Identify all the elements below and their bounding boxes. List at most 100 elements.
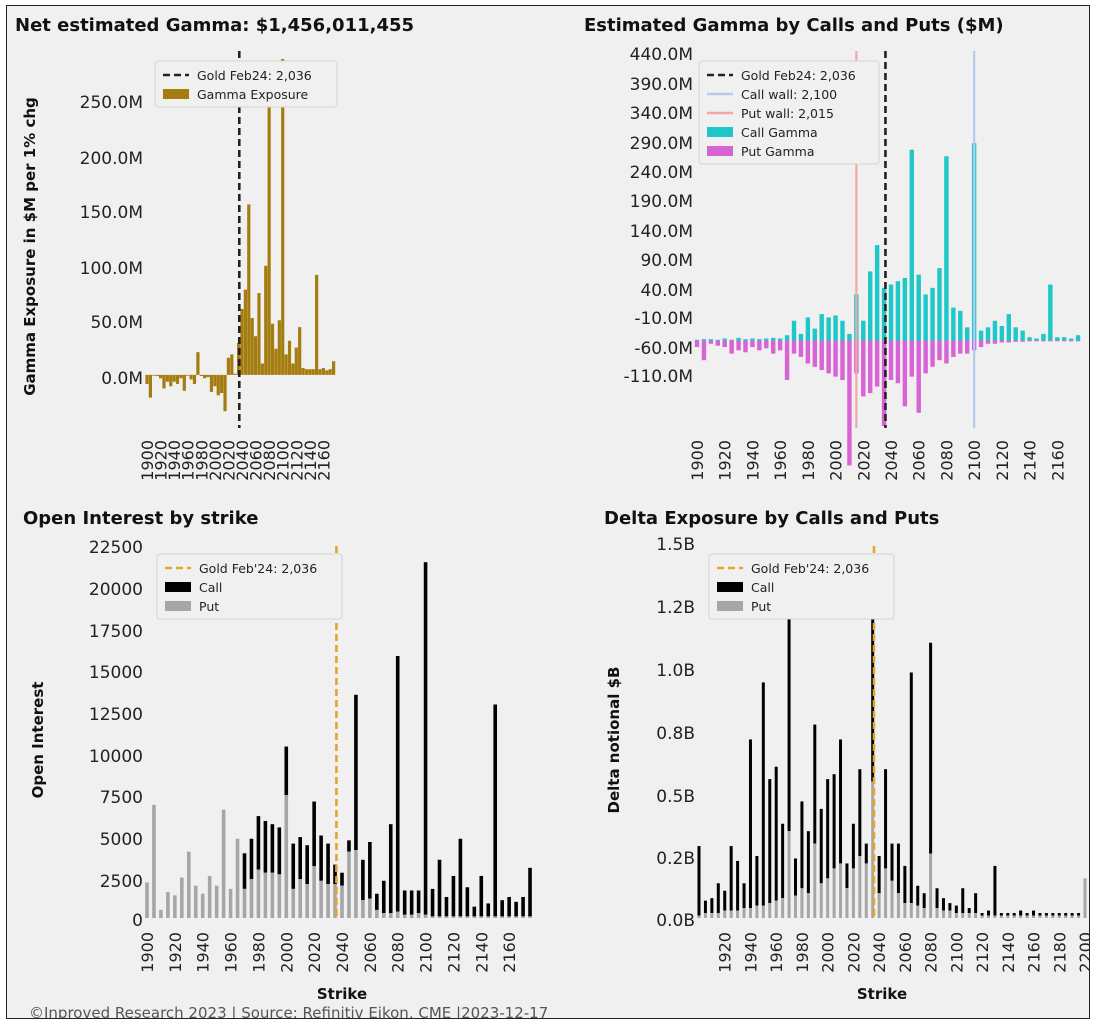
bar-put-gamma (902, 340, 908, 407)
bar-put (1064, 915, 1068, 918)
bar-call-gamma (784, 335, 790, 341)
bar-put (180, 877, 184, 918)
bar-call (839, 739, 843, 864)
source-footnote: ©Inproved Research 2023 | Source: Refini… (29, 1004, 549, 1019)
bar-put-gamma (1068, 340, 1074, 342)
bar-put (967, 913, 971, 918)
bar-put-gamma (1055, 340, 1060, 342)
x-tick-label: 2180 (1050, 932, 1069, 973)
y-tick-label: 7500 (100, 788, 143, 808)
bar-put-gamma (715, 340, 720, 346)
bar-put (193, 885, 198, 918)
bar-gamma-exposure (270, 323, 275, 375)
bar-put-gamma (874, 340, 880, 387)
bar-call-gamma (923, 294, 928, 341)
bar-put (451, 916, 456, 918)
bar-call (877, 856, 881, 894)
y-tick-label: 40.0M (640, 281, 693, 301)
bar-call-gamma (798, 333, 804, 341)
bar-put (896, 893, 900, 918)
bar-gamma-exposure (284, 354, 288, 375)
bar-gamma-exposure (267, 62, 271, 375)
chart-title: Open Interest by strike (23, 508, 258, 529)
bar-put-gamma (798, 340, 804, 357)
bar-put (716, 913, 720, 918)
bar-put (270, 872, 275, 918)
bar-put-gamma (958, 340, 963, 354)
chart-title: Delta Exposure by Calls and Puts (604, 508, 939, 529)
y-tick-label: 50.0M (90, 313, 143, 333)
legend-label: Gold Feb24: 2,036 (197, 68, 312, 83)
bar-call (277, 827, 282, 875)
bar-call (263, 820, 268, 873)
bar-gamma-exposure (250, 318, 254, 375)
bar-call (368, 841, 372, 899)
x-tick-label: 2120 (993, 440, 1012, 481)
bar-call (987, 910, 990, 916)
bar-put (832, 868, 836, 918)
bar-call (851, 823, 855, 869)
bar-put (347, 851, 351, 918)
bar-put (800, 888, 804, 918)
bar-put (1012, 915, 1016, 918)
bar-gamma-exposure (206, 374, 210, 378)
bar-call-gamma (833, 315, 838, 341)
x-axis-label: Strike (857, 985, 907, 1003)
options-dashboard-figure: Net estimated Gamma: $1,456,011,455 0.0M 5… (15, 15, 1089, 1003)
bar-put (291, 888, 296, 918)
legend-label: Put (751, 599, 771, 614)
bar-call (864, 843, 868, 864)
x-tick-label: 1960 (222, 932, 241, 973)
bar-put (388, 913, 393, 918)
bar-put (929, 853, 933, 918)
bar-call-gamma (916, 274, 921, 341)
bar-call-gamma (847, 333, 852, 341)
bar-call-gamma (736, 337, 741, 341)
x-tick-label: 2000 (277, 932, 296, 973)
bar-put (186, 851, 191, 918)
y-axis-label: Gamma Exposure in $M per 1% chg (21, 97, 39, 396)
x-tick-label: 2040 (882, 440, 901, 481)
x-tick-label: 1980 (249, 932, 268, 973)
bar-put-gamma (1013, 340, 1018, 342)
bar-put-gamma (729, 340, 734, 354)
y-tick-label: 10000 (89, 747, 143, 767)
bar-put (319, 880, 323, 918)
bar-put (987, 915, 990, 918)
bar-put (813, 843, 817, 918)
chart-title: Estimated Gamma by Calls and Puts ($M) (584, 15, 1004, 36)
bar-call-gamma (819, 314, 824, 341)
bar-put (999, 915, 1003, 918)
y-axis-label: Open Interest (29, 682, 47, 799)
bar-put-gamma (868, 340, 873, 394)
y-tick-label: 1.2B (656, 598, 695, 618)
bar-gamma-exposure (318, 369, 322, 375)
bar-put (1006, 915, 1010, 918)
bar-call (916, 885, 920, 906)
x-tick-label: 1920 (716, 440, 735, 481)
bar-put-gamma (909, 340, 914, 377)
bar-call (486, 903, 491, 917)
bar-call (1044, 913, 1048, 916)
bar-put (368, 898, 372, 918)
x-tick-label: 1920 (166, 932, 185, 973)
bar-put-gamma (722, 340, 727, 348)
bar-put (528, 916, 532, 918)
bar-gamma-exposure (226, 357, 231, 375)
legend-patch-swatch (707, 146, 733, 156)
y-tick-label: 290.0M (630, 134, 693, 154)
bar-call-gamma (791, 320, 797, 341)
x-tick-label: 2000 (827, 440, 846, 481)
x-tick-label: 1940 (741, 932, 760, 973)
bar-call (974, 893, 978, 914)
chart-title: Net estimated Gamma: $1,456,011,455 (15, 15, 414, 36)
bar-gamma-exposure (237, 343, 241, 375)
bar-call-gamma (1034, 338, 1039, 341)
bar-put-gamma (812, 340, 817, 367)
bar-call-gamma (909, 149, 914, 341)
x-tick-label: 2080 (260, 440, 279, 481)
bar-put-gamma (923, 340, 928, 374)
bar-put (826, 878, 830, 918)
bar-put-gamma (791, 340, 797, 354)
bar-gamma-exposure (308, 369, 312, 375)
